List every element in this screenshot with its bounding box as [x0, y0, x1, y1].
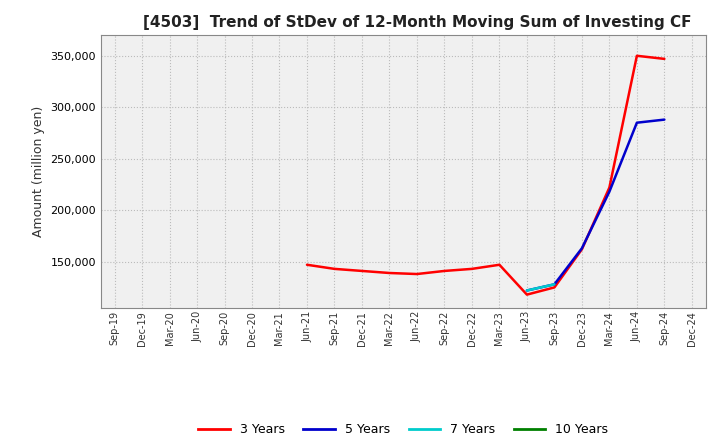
3 Years	[302, 262, 311, 268]
3 Years	[440, 268, 449, 274]
5 Years	[660, 117, 669, 122]
3 Years	[605, 185, 613, 190]
3 Years	[633, 53, 642, 59]
3 Years	[577, 247, 586, 252]
5 Years	[550, 282, 559, 287]
3 Years	[413, 271, 421, 277]
7 Years	[550, 282, 559, 287]
3 Years	[467, 266, 476, 271]
Line: 3 Years: 3 Years	[307, 56, 665, 295]
Y-axis label: Amount (million yen): Amount (million yen)	[32, 106, 45, 237]
3 Years	[550, 285, 559, 290]
3 Years	[385, 270, 394, 275]
5 Years	[523, 288, 531, 293]
5 Years	[605, 189, 613, 194]
3 Years	[358, 268, 366, 274]
3 Years	[660, 56, 669, 62]
7 Years	[523, 288, 531, 293]
Line: 7 Years: 7 Years	[527, 284, 554, 290]
Legend: 3 Years, 5 Years, 7 Years, 10 Years: 3 Years, 5 Years, 7 Years, 10 Years	[194, 418, 613, 440]
Text: [4503]  Trend of StDev of 12-Month Moving Sum of Investing CF: [4503] Trend of StDev of 12-Month Moving…	[143, 15, 692, 30]
Line: 5 Years: 5 Years	[527, 120, 665, 290]
5 Years	[577, 246, 586, 251]
3 Years	[523, 292, 531, 297]
3 Years	[330, 266, 339, 271]
3 Years	[495, 262, 504, 268]
5 Years	[633, 120, 642, 125]
